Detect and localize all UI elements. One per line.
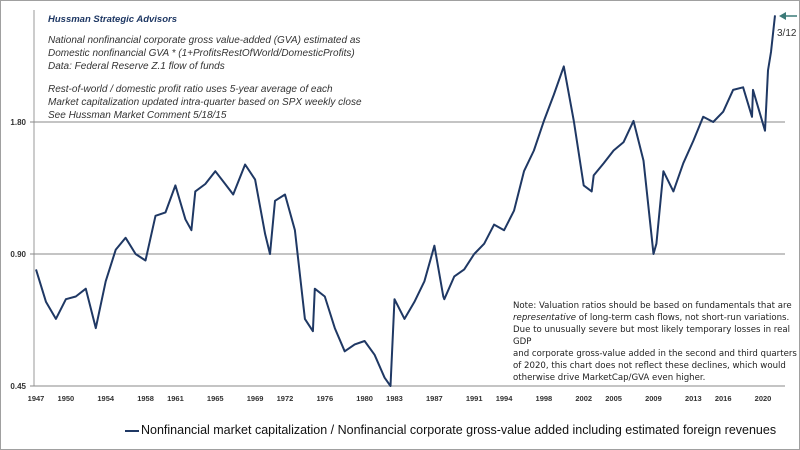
note-line: otherwise drive MarketCap/GVA even highe… [513, 373, 706, 383]
x-tick-label: 1965 [207, 394, 224, 403]
annotation-label: 3/12 [777, 28, 797, 39]
note-line: Note: Valuation ratios should be based o… [513, 301, 792, 311]
note-italic: representative [513, 313, 577, 323]
x-tick-label: 2009 [645, 394, 662, 403]
note-text: of long-term cash flows, not short-run v… [576, 313, 790, 323]
method-line: Rest-of-world / domestic profit ratio us… [48, 84, 333, 95]
x-tick-label: 2002 [575, 394, 592, 403]
y-tick-label: 0.90 [10, 250, 26, 259]
method-notes: National nonfinancial corporate gross va… [48, 34, 360, 73]
method-line: Data: Federal Reserve Z.1 flow of funds [48, 61, 225, 72]
arrow-annotation [779, 12, 797, 20]
x-tick-label: 2005 [605, 394, 622, 403]
x-tick-label: 2013 [685, 394, 702, 403]
method-line: National nonfinancial corporate gross va… [48, 35, 361, 46]
x-tick-label: 1987 [426, 394, 443, 403]
x-tick-label: 1976 [316, 394, 333, 403]
x-tick-label: 2020 [755, 394, 772, 403]
x-tick-label: 1991 [466, 394, 483, 403]
x-tick-label: 1954 [97, 394, 115, 403]
x-tick-label: 1950 [58, 394, 75, 403]
y-tick-label: 0.45 [10, 382, 26, 391]
x-tick-label: 1969 [247, 394, 264, 403]
method-line: Domestic nonfinancial GVA * (1+ProfitsRe… [48, 48, 355, 59]
method-line: Market capitalization updated intra-quar… [48, 97, 362, 108]
x-tick-label: 1994 [496, 394, 514, 403]
method-line: See Hussman Market Comment 5/18/15 [48, 110, 227, 121]
x-tick-label: 1998 [536, 394, 553, 403]
valuation-note: Note: Valuation ratios should be based o… [513, 300, 800, 384]
note-line: and corporate gross-value added in the s… [513, 349, 797, 359]
x-tick-label: 1972 [277, 394, 294, 403]
note-line: Due to unusually severe but most likely … [513, 325, 791, 347]
x-tick-label: 1958 [137, 394, 154, 403]
x-tick-label: 1983 [386, 394, 403, 403]
legend: Nonfinancial market capitalization / Non… [125, 423, 776, 437]
legend-swatch [125, 429, 139, 432]
series-line [35, 15, 776, 387]
legend-label: Nonfinancial market capitalization / Non… [141, 423, 777, 437]
x-tick-label: 1947 [28, 394, 45, 403]
x-tick-label: 1980 [356, 394, 373, 403]
x-tick-label: 1961 [167, 394, 184, 403]
note-line: representative of long-term cash flows, … [513, 312, 800, 324]
company-header: Hussman Strategic Advisors [48, 14, 177, 25]
note-line: of 2020, this chart does not reflect the… [513, 361, 786, 371]
method-notes-2: Rest-of-world / domestic profit ratio us… [48, 83, 362, 122]
y-tick-label: 1.80 [10, 118, 26, 127]
x-tick-label: 2016 [715, 394, 732, 403]
